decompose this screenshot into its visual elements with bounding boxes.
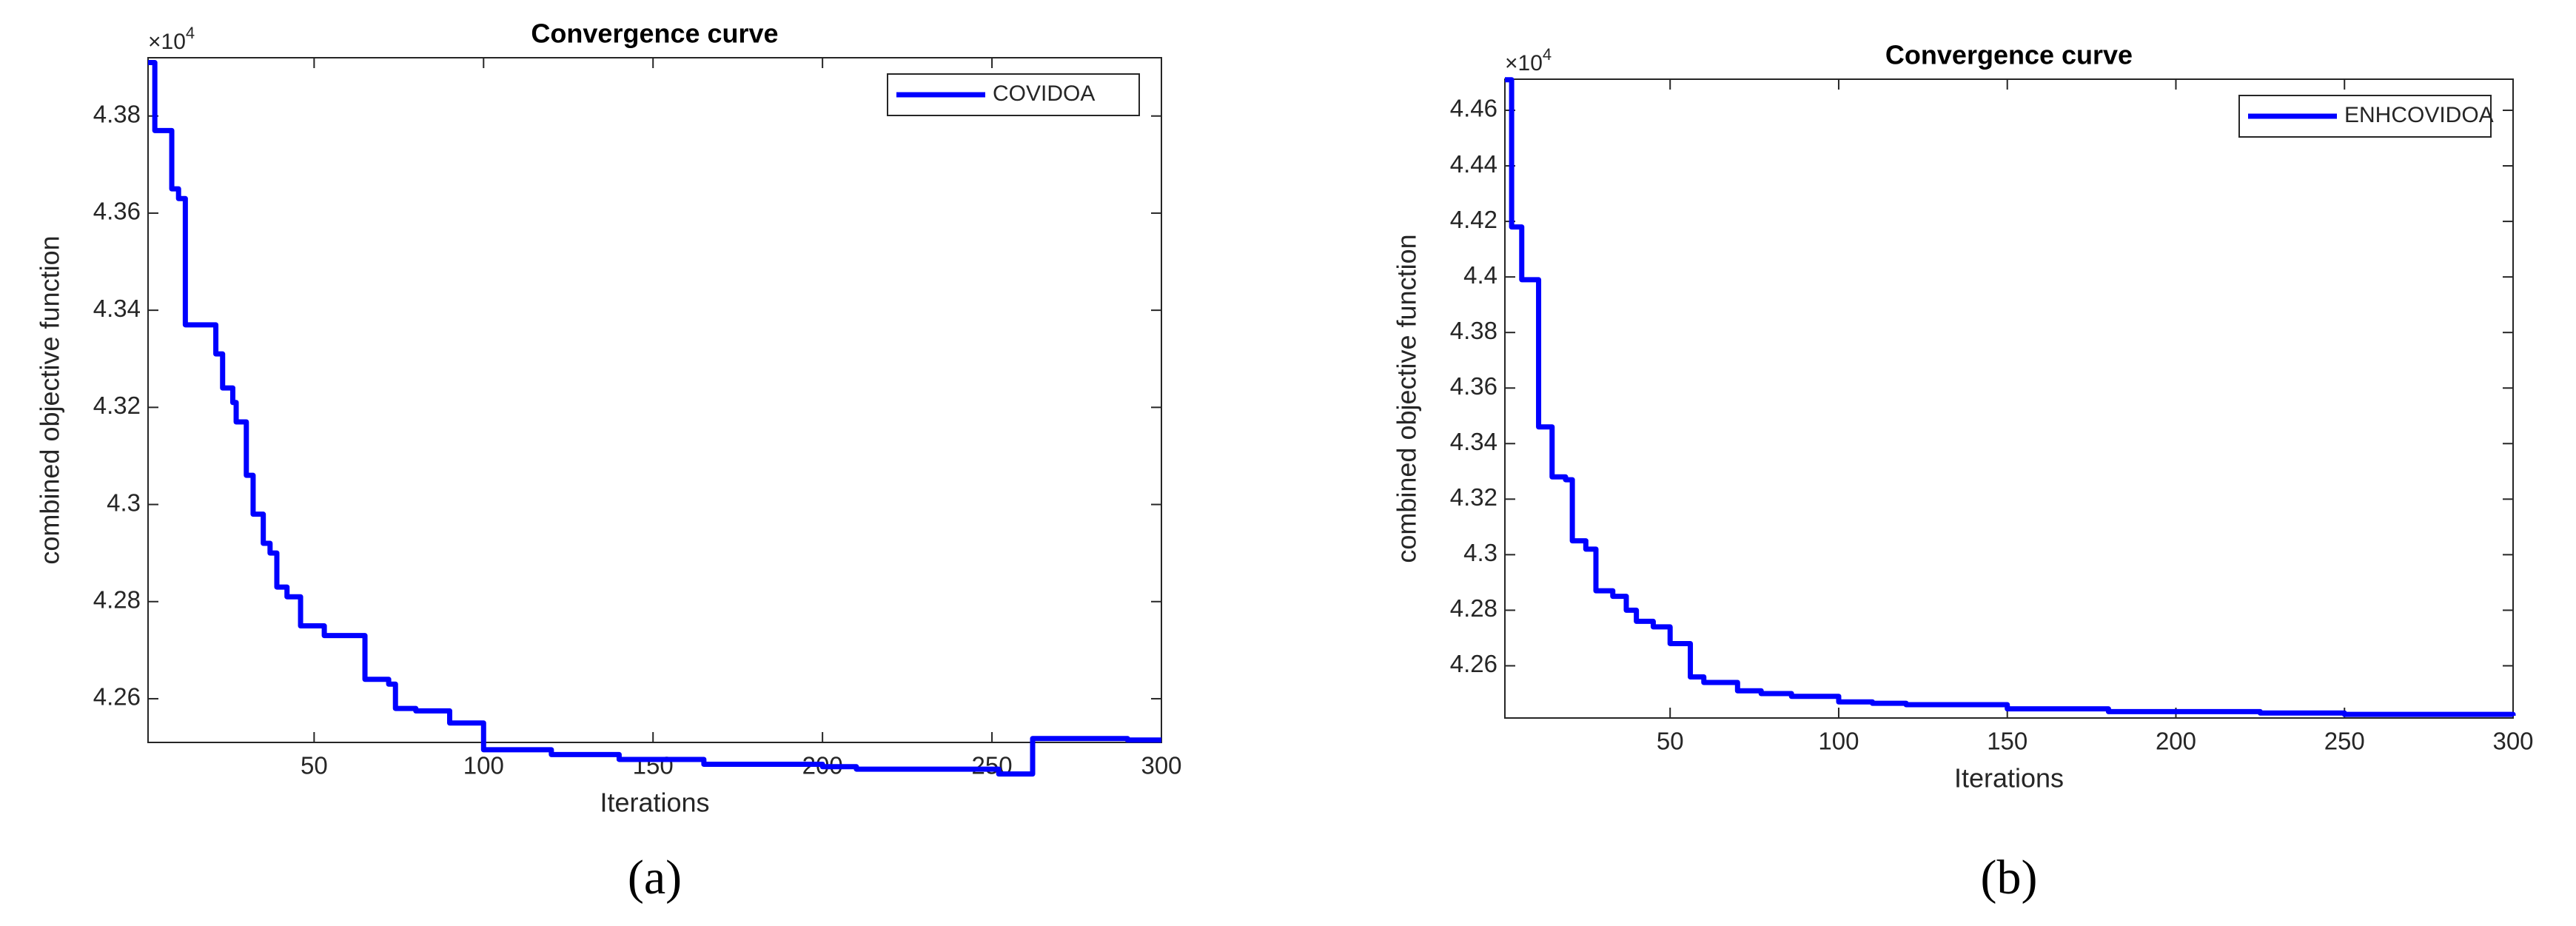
x-tick-label: 250 bbox=[2324, 728, 2365, 755]
plot-area bbox=[1504, 78, 2514, 719]
y-tick-label: 4.36 bbox=[1450, 372, 1497, 400]
plot-area bbox=[147, 57, 1162, 743]
y-tick-label: 4.36 bbox=[93, 198, 141, 225]
x-tick-label: 300 bbox=[1141, 752, 1181, 779]
y-tick-label: 4.32 bbox=[1450, 483, 1497, 511]
y-scale-label: ×104 bbox=[1505, 45, 1552, 76]
y-tick-label: 4.3 bbox=[1463, 539, 1497, 566]
x-tick-label: 300 bbox=[2492, 728, 2533, 755]
series-line bbox=[148, 60, 1161, 777]
series-line bbox=[1505, 77, 2516, 717]
y-tick-label: 4.46 bbox=[1450, 95, 1497, 122]
y-tick-label: 4.28 bbox=[93, 586, 141, 613]
x-tick-label: 100 bbox=[1818, 728, 1859, 755]
y-tick-label: 4.42 bbox=[1450, 206, 1497, 233]
y-axis-label: combined objective function bbox=[35, 235, 65, 564]
y-scale-base: ×10 bbox=[1505, 51, 1543, 76]
y-tick-label: 4.34 bbox=[93, 295, 141, 322]
y-tick-label: 4.3 bbox=[107, 489, 141, 516]
x-tick-label: 200 bbox=[2156, 728, 2196, 755]
x-axis-label: Iterations bbox=[600, 788, 709, 818]
y-scale-label: ×104 bbox=[148, 24, 195, 54]
y-tick-label: 4.38 bbox=[93, 100, 141, 127]
legend-label: COVIDOA bbox=[993, 81, 1095, 106]
chart-title: Convergence curve bbox=[531, 19, 778, 49]
x-axis-label: Iterations bbox=[1954, 763, 2064, 794]
chart-title: Convergence curve bbox=[1885, 40, 2133, 70]
y-tick-label: 4.26 bbox=[1450, 650, 1497, 677]
y-axis-label: combined objective function bbox=[1392, 234, 1422, 563]
x-tick-label: 150 bbox=[633, 752, 674, 779]
y-tick-label: 4.32 bbox=[93, 392, 141, 419]
y-tick-label: 4.28 bbox=[1450, 594, 1497, 622]
legend-label: ENHCOVIDOA bbox=[2344, 103, 2494, 127]
y-scale-base: ×10 bbox=[148, 30, 186, 54]
caption: (a) bbox=[628, 850, 682, 905]
y-scale-exponent: 4 bbox=[1543, 45, 1552, 64]
caption: (b) bbox=[1981, 850, 2038, 905]
y-tick-label: 4.4 bbox=[1463, 261, 1497, 289]
y-tick-label: 4.34 bbox=[1450, 428, 1497, 455]
y-tick-label: 4.44 bbox=[1450, 150, 1497, 178]
x-tick-label: 100 bbox=[463, 752, 504, 779]
y-tick-label: 4.26 bbox=[93, 683, 141, 711]
y-scale-exponent: 4 bbox=[186, 24, 195, 42]
y-tick-label: 4.38 bbox=[1450, 317, 1497, 344]
x-tick-label: 50 bbox=[1657, 728, 1684, 755]
x-tick-label: 50 bbox=[301, 752, 328, 779]
x-tick-label: 150 bbox=[1987, 728, 2027, 755]
